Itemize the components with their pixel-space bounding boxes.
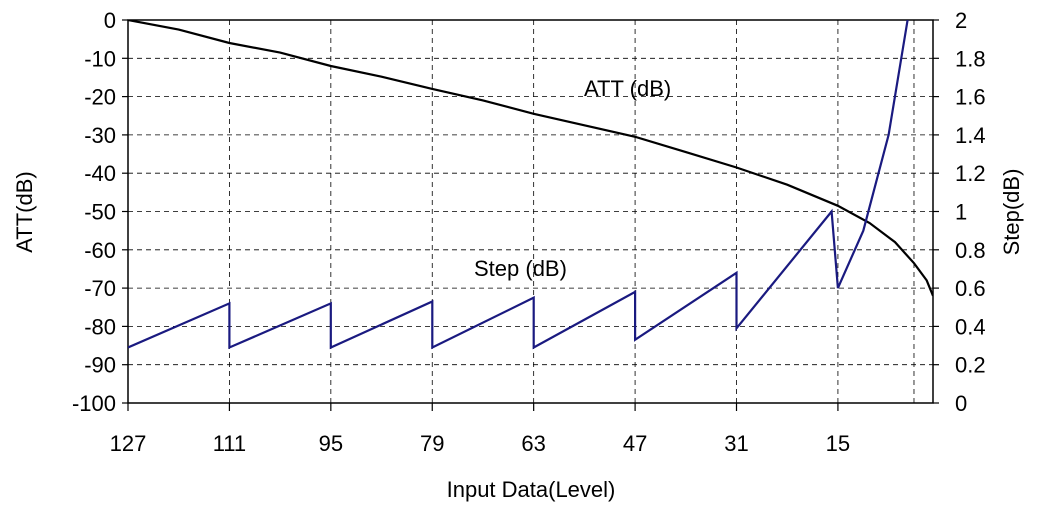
series-layer: [128, 20, 933, 350]
y-tick-label-right: 1: [955, 200, 967, 225]
y-tick-label-right: 1.6: [955, 85, 986, 110]
grid: [128, 20, 933, 403]
x-tick-label: 127: [110, 431, 147, 456]
y-tick-label-left: -20: [84, 85, 116, 110]
y-tick-label-right: 1.4: [955, 123, 986, 148]
y-ticks-left: 0 -10 -20 -30 -40 -50 -60 -70 -80 -90 -100: [72, 8, 128, 416]
y-tick-label-left: -80: [84, 314, 116, 339]
x-ticks: 127 111 95 79 63 47 31 15: [110, 403, 850, 456]
y-tick-label-left: -100: [72, 391, 116, 416]
y-tick-label-left: -40: [84, 161, 116, 186]
y-axis-title-left: ATT(dB): [12, 171, 37, 252]
y-tick-label-left: -90: [84, 353, 116, 378]
y-tick-label-right: 1.8: [955, 46, 986, 71]
att-series-label: ATT (dB): [584, 76, 671, 101]
y-tick-label-left: -10: [84, 46, 116, 71]
x-tick-label: 63: [521, 431, 545, 456]
y-tick-label-right: 0.8: [955, 238, 986, 263]
x-tick-label: 47: [623, 431, 647, 456]
y-tick-label-right: 1.2: [955, 161, 986, 186]
y-tick-label-left: -30: [84, 123, 116, 148]
step-series-label: Step (dB): [474, 256, 567, 281]
y-ticks-right: 2 1.8 1.6 1.4 1.2 1 0.8 0.6 0.4 0.2 0: [933, 8, 986, 416]
y-tick-label-left: -60: [84, 238, 116, 263]
x-tick-label: 95: [319, 431, 343, 456]
y-tick-label-right: 0.6: [955, 276, 986, 301]
y-tick-label-right: 0.2: [955, 353, 986, 378]
y-tick-label-right: 0.4: [955, 314, 986, 339]
step-series-line: [128, 20, 909, 350]
att-series-line: [128, 20, 933, 297]
y-tick-label-left: 0: [104, 8, 116, 33]
y-tick-label-right: 0: [955, 391, 967, 416]
y-tick-label-right: 2: [955, 8, 967, 33]
x-axis-title: Input Data(Level): [447, 477, 616, 502]
y-tick-label-left: -50: [84, 200, 116, 225]
x-tick-label: 15: [826, 431, 850, 456]
y-axis-title-right: Step(dB): [999, 169, 1024, 256]
x-tick-label: 31: [724, 431, 748, 456]
x-tick-label: 79: [420, 431, 444, 456]
x-tick-label: 111: [213, 431, 246, 456]
y-tick-label-left: -70: [84, 276, 116, 301]
